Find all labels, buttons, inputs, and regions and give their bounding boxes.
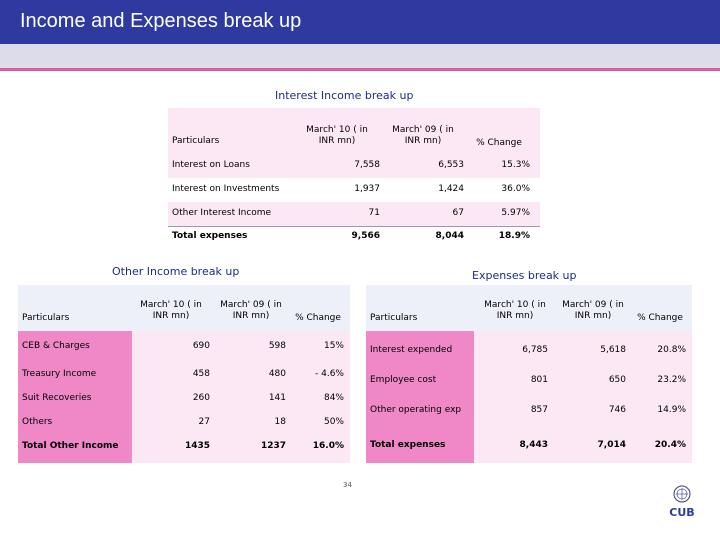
header-accent-line xyxy=(0,68,720,71)
logo-text: CUB xyxy=(669,506,694,519)
expenses-row-change: 14.9% xyxy=(657,405,686,415)
expenses-row-label: Interest expended xyxy=(370,345,453,355)
interest-total-change: 18.9% xyxy=(498,231,530,241)
expenses-row-change: 23.2% xyxy=(657,375,686,385)
expenses-header-change: % Change xyxy=(637,313,683,323)
other-label-column xyxy=(18,331,132,463)
interest-header-march10: March' 10 ( in INR mn) xyxy=(306,125,368,146)
interest-total-m09: 8,044 xyxy=(435,231,464,241)
expenses-row-m10: 6,785 xyxy=(522,345,548,355)
page-number: 34 xyxy=(343,481,352,489)
other-header-march10: March' 10 ( in INR mn) xyxy=(140,300,202,321)
interest-row-change: 15.3% xyxy=(501,160,530,170)
interest-row-change: 5.97% xyxy=(501,208,530,218)
other-header-band xyxy=(18,285,350,331)
other-row-change: - 4.6% xyxy=(315,369,344,379)
other-row-m10: 690 xyxy=(192,341,210,351)
expenses-values-band xyxy=(474,331,692,463)
expenses-row-label: Employee cost xyxy=(370,375,437,385)
interest-income-title: Interest Income break up xyxy=(275,89,414,102)
interest-row-m09: 1,424 xyxy=(438,184,464,194)
expenses-header-band xyxy=(366,285,692,331)
other-total-change: 16.0% xyxy=(312,441,344,451)
expenses-row-m09: 746 xyxy=(608,405,626,415)
expenses-title: Expenses break up xyxy=(472,269,577,282)
other-row-m09: 18 xyxy=(274,417,286,427)
expenses-row-m10: 801 xyxy=(530,375,548,385)
header-strip xyxy=(0,44,720,68)
other-income-title: Other Income break up xyxy=(112,265,240,278)
interest-row-label: Interest on Investments xyxy=(172,184,280,194)
interest-header-march09: March' 09 ( in INR mn) xyxy=(392,125,454,146)
interest-header-band xyxy=(168,108,540,154)
interest-row-label: Other Interest Income xyxy=(172,208,272,218)
page-title: Income and Expenses break up xyxy=(20,10,302,32)
other-row-m09: 141 xyxy=(268,393,286,403)
expenses-row-m09: 650 xyxy=(608,375,626,385)
other-row-label: CEB & Charges xyxy=(22,341,90,351)
cub-logo-icon: CUB xyxy=(669,485,695,519)
interest-row-m09: 67 xyxy=(452,208,464,218)
expenses-row-label: Other operating exp xyxy=(370,405,462,415)
table-divider xyxy=(168,226,540,227)
other-total-m10: 1435 xyxy=(184,441,210,451)
other-row-m09: 480 xyxy=(268,369,286,379)
interest-total-label: Total expenses xyxy=(172,231,248,241)
interest-header-change: % Change xyxy=(476,138,522,148)
cub-logo: CUB xyxy=(662,484,702,520)
other-row-change: 84% xyxy=(323,393,344,403)
expenses-total-m09: 7,014 xyxy=(597,440,626,450)
title-bar: Income and Expenses break up xyxy=(0,0,720,44)
expenses-total-m10: 8,443 xyxy=(519,440,548,450)
expenses-header-particulars: Particulars xyxy=(370,313,418,323)
expenses-header-march10: March' 10 ( in INR mn) xyxy=(484,300,546,321)
interest-row-m10: 1,937 xyxy=(354,184,380,194)
other-row-label: Treasury Income xyxy=(22,369,97,379)
expenses-header-march09: March' 09 ( in INR mn) xyxy=(562,300,624,321)
other-row-m09: 598 xyxy=(268,341,286,351)
interest-row-change: 36.0% xyxy=(501,184,530,194)
other-row-change: 15% xyxy=(323,341,344,351)
other-row-m10: 458 xyxy=(192,369,210,379)
other-row-change: 50% xyxy=(323,417,344,427)
expenses-total-label: Total expenses xyxy=(370,440,446,450)
other-row-m10: 260 xyxy=(192,393,210,403)
interest-row-m10: 7,558 xyxy=(354,160,380,170)
interest-row-m10: 71 xyxy=(368,208,380,218)
interest-row-label: Interest on Loans xyxy=(172,160,250,170)
other-row-label: Others xyxy=(22,417,53,427)
other-header-particulars: Particulars xyxy=(22,313,70,323)
other-header-march09: March' 09 ( in INR mn) xyxy=(220,300,282,321)
other-values-band xyxy=(132,331,350,463)
other-total-label: Total Other Income xyxy=(22,441,119,451)
expenses-total-change: 20.4% xyxy=(654,440,686,450)
expenses-row-m10: 857 xyxy=(530,405,548,415)
expenses-row-m09: 5,618 xyxy=(600,345,626,355)
other-header-change: % Change xyxy=(295,313,341,323)
other-row-label: Suit Recoveries xyxy=(22,393,92,403)
other-row-m10: 27 xyxy=(198,417,210,427)
table-row xyxy=(168,154,540,178)
interest-total-m10: 9,566 xyxy=(351,231,380,241)
expenses-label-column xyxy=(366,331,474,463)
interest-row-m09: 6,553 xyxy=(438,160,464,170)
expenses-row-change: 20.8% xyxy=(657,345,686,355)
table-row xyxy=(168,202,540,226)
other-total-m09: 1237 xyxy=(260,441,286,451)
interest-header-particulars: Particulars xyxy=(172,136,220,146)
